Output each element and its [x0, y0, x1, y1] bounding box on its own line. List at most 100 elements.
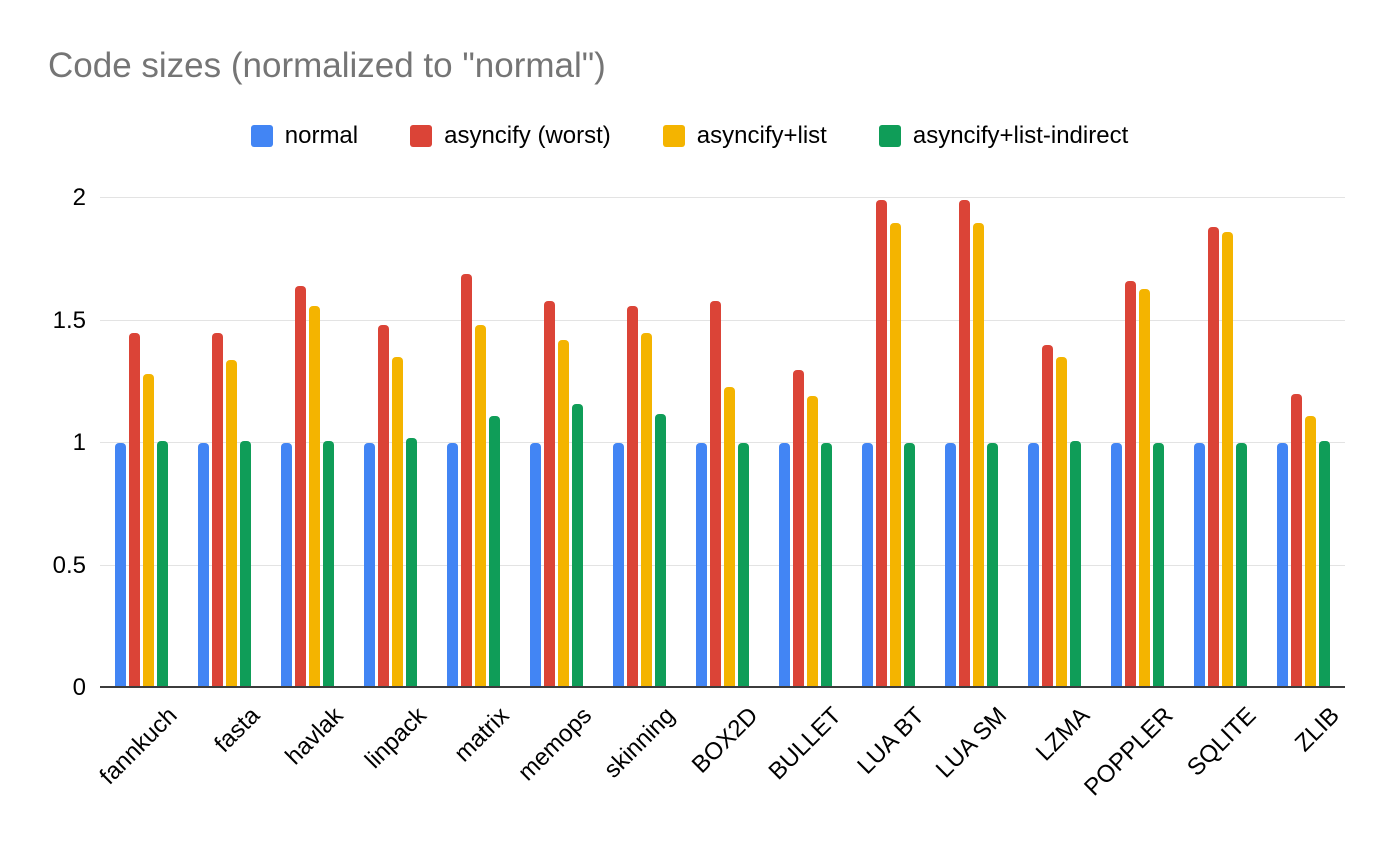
x-axis-label-cell: linpack — [349, 688, 432, 838]
bar — [1070, 440, 1081, 688]
bar — [572, 403, 583, 688]
legend-swatch — [878, 125, 901, 147]
bar — [890, 222, 901, 688]
bar — [143, 374, 154, 688]
x-axis-label-cell: BULLET — [763, 688, 847, 838]
bar — [281, 443, 292, 688]
bar — [1236, 443, 1247, 688]
bar — [475, 325, 486, 688]
legend-label: asyncify (worst) — [444, 122, 611, 149]
bar-group-lua-sm — [930, 198, 1013, 688]
x-axis-label-cell: memops — [513, 688, 598, 838]
bar — [530, 443, 541, 688]
legend-item: asyncify+list-indirect — [878, 122, 1129, 150]
bar-group-sqlite — [1179, 198, 1262, 688]
bar — [1042, 345, 1053, 688]
x-axis-label: skinning — [599, 702, 681, 784]
legend-label: asyncify+list — [696, 122, 827, 149]
bar — [309, 305, 320, 688]
x-axis-label-cell: LZMA — [1013, 688, 1096, 838]
bar — [1208, 227, 1219, 688]
bar — [378, 325, 389, 688]
bar — [198, 443, 209, 688]
bar — [655, 413, 666, 688]
bar — [1111, 443, 1122, 688]
x-axis-label: LUA BT — [852, 702, 930, 780]
legend-item: asyncify (worst) — [410, 122, 611, 150]
bar — [710, 300, 721, 688]
legend-swatch — [662, 125, 685, 147]
bar-group-box2d — [681, 198, 764, 688]
x-axis-label: ZLIB — [1289, 702, 1345, 757]
bar — [1277, 443, 1288, 688]
bar — [212, 332, 223, 688]
bar — [364, 443, 375, 688]
bar — [226, 359, 237, 688]
chart-title: Code sizes (normalized to "normal") — [48, 46, 606, 85]
bar-group-poppler — [1096, 198, 1179, 688]
x-axis-label: havlak — [280, 702, 349, 771]
bar-groups — [100, 198, 1345, 688]
bar — [1305, 416, 1316, 688]
bar — [1291, 394, 1302, 688]
x-axis-label: LUA SM — [931, 702, 1013, 784]
y-tick-label: 2 — [72, 184, 86, 211]
gridline — [100, 442, 1345, 443]
bar — [724, 386, 735, 688]
bar-group-linpack — [349, 198, 432, 688]
gridline — [100, 319, 1345, 321]
bar-group-havlak — [266, 198, 349, 688]
bar — [295, 286, 306, 688]
y-tick-label: 1.5 — [52, 306, 86, 334]
plot-area: 0 0.5 1 1.5 2 — [53, 184, 1345, 701]
x-axis-label-cell: fannkuch — [95, 688, 183, 838]
bar — [959, 200, 970, 688]
bar — [821, 443, 832, 688]
x-axis-label-cell: LUA SM — [930, 688, 1013, 838]
legend-label: asyncify+list-indirect — [912, 122, 1129, 149]
x-axis-label: memops — [513, 702, 598, 787]
bar — [240, 440, 251, 688]
gridline — [100, 564, 1345, 566]
bar — [1125, 281, 1136, 688]
x-axis-label-cell: SQLITE — [1179, 688, 1262, 838]
legend-swatch — [250, 125, 273, 147]
x-axis-label: LZMA — [1031, 702, 1096, 767]
x-axis-label-cell: skinning — [598, 688, 681, 838]
bar — [392, 357, 403, 688]
bar-group-bullet — [764, 198, 847, 688]
bar — [489, 416, 500, 688]
x-axis-labels: fannkuch fasta havlak linpack matrix memops sk… — [95, 688, 1345, 838]
bar — [115, 443, 126, 688]
bar-group-lua-bt — [847, 198, 930, 688]
bar-group-zlib — [1262, 198, 1345, 688]
bar — [862, 443, 873, 688]
bar-group-fasta — [183, 198, 266, 688]
bar — [1153, 443, 1164, 688]
x-axis-label: BOX2D — [686, 702, 764, 779]
x-axis-label: linpack — [359, 702, 432, 774]
bar — [738, 443, 749, 688]
x-axis-label-cell: ZLIB — [1262, 688, 1345, 838]
bar — [461, 273, 472, 688]
bar — [323, 440, 334, 688]
bar — [1028, 443, 1039, 688]
bar — [904, 443, 915, 688]
bar-group-lzma — [1013, 198, 1096, 688]
x-axis-label: fasta — [209, 702, 266, 758]
x-axis-label-cell: POPPLER — [1079, 688, 1179, 838]
bar — [447, 443, 458, 688]
legend-label: normal — [284, 122, 359, 149]
bar — [876, 200, 887, 688]
bar — [406, 438, 417, 688]
bar-group-fannkuch — [100, 198, 183, 688]
bar — [641, 332, 652, 688]
bar — [558, 340, 569, 688]
x-axis-label-cell: havlak — [266, 688, 349, 838]
bar-group-matrix — [432, 198, 515, 688]
x-axis-label-cell: BOX2D — [681, 688, 764, 838]
legend-item: normal — [250, 122, 359, 150]
x-axis-label: BULLET — [763, 702, 847, 786]
bar — [1056, 357, 1067, 688]
